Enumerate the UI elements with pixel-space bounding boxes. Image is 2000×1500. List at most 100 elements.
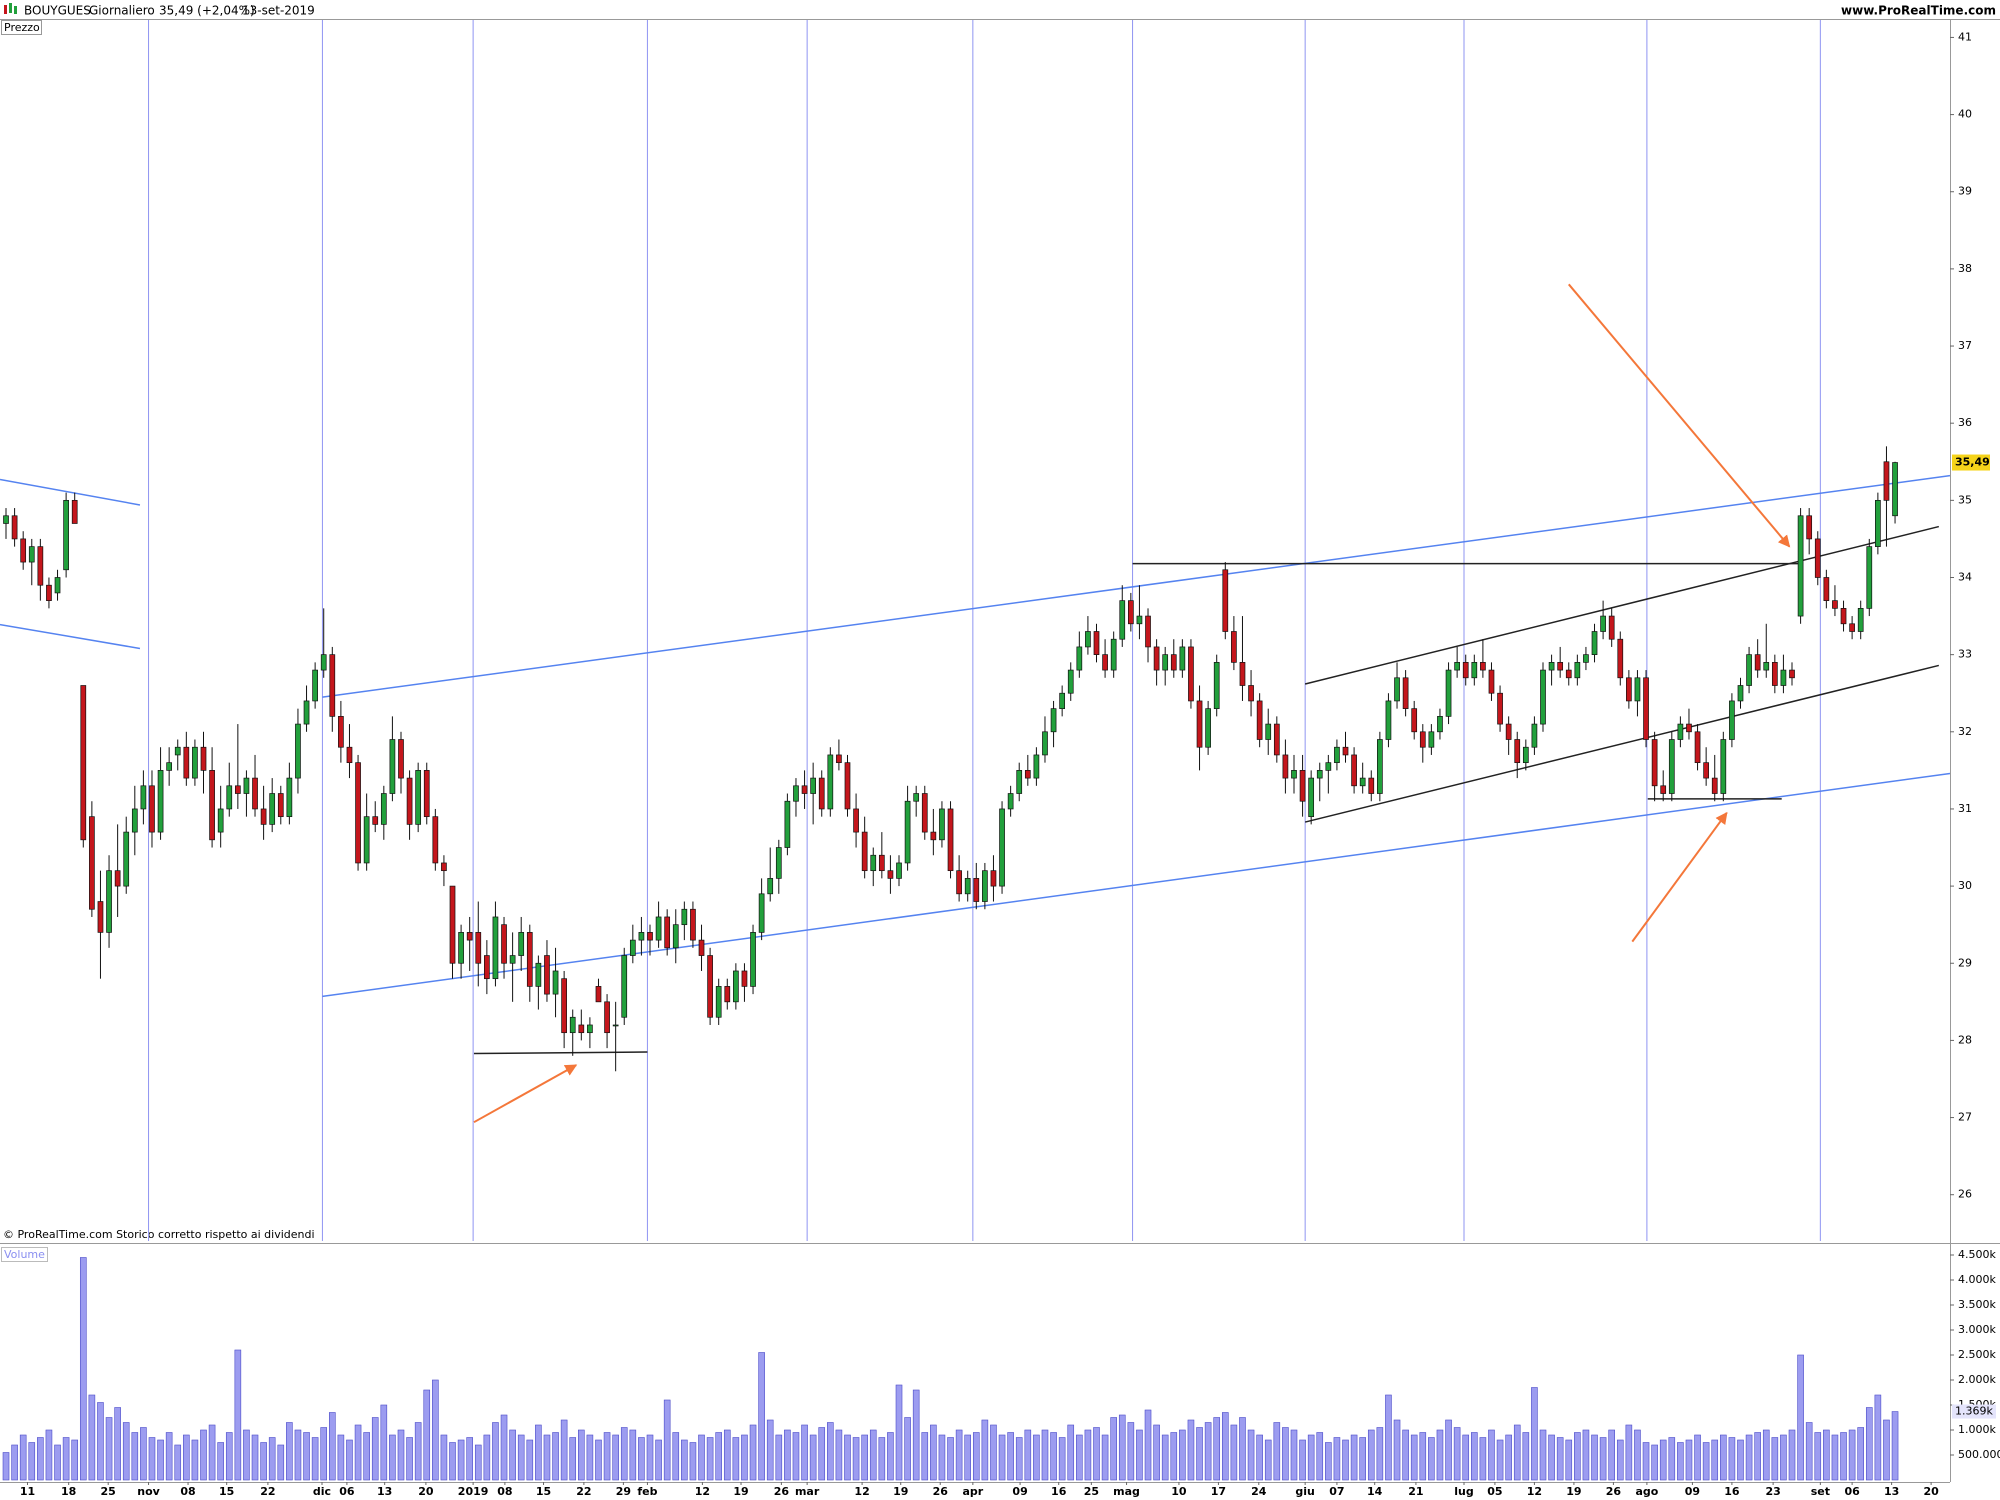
volume-bar	[1865, 1407, 1873, 1481]
volume-bar	[303, 1432, 310, 1481]
volume-bar	[28, 1442, 36, 1481]
volume-bar	[749, 1424, 757, 1481]
y-tick-label: 37	[1958, 339, 1972, 352]
x-tick-label: 15	[536, 1485, 551, 1498]
x-tick-label: mar	[795, 1485, 820, 1498]
volume-bar	[1694, 1434, 1701, 1481]
candle-body	[1059, 692, 1066, 710]
volume-bar	[1316, 1432, 1324, 1481]
volume-bar	[1874, 1394, 1882, 1481]
candle-body	[312, 669, 318, 702]
candle-body	[1093, 631, 1100, 655]
candle-body	[1720, 739, 1727, 794]
volume-bar	[114, 1407, 121, 1481]
candle-body	[389, 739, 396, 794]
candle-body	[106, 870, 112, 933]
volume-bar	[243, 1429, 250, 1481]
y-tick-label: 1.000k	[1958, 1423, 1996, 1436]
candle-body	[1608, 615, 1615, 640]
candle-body	[647, 932, 653, 941]
volume-bar	[912, 1389, 920, 1481]
volume-bar	[844, 1434, 851, 1481]
candle-body	[192, 746, 198, 779]
volume-bar	[827, 1422, 834, 1481]
volume-bar	[406, 1437, 413, 1481]
candle-body	[209, 770, 215, 841]
y-tick-label: 41	[1958, 30, 1972, 43]
candle-body	[1213, 662, 1220, 710]
candle-body	[1574, 662, 1581, 679]
candle-body	[818, 777, 825, 810]
volume-bar	[663, 1399, 671, 1481]
volume-bar	[88, 1394, 96, 1481]
y-tick-label: 33	[1958, 648, 1972, 661]
candle-body	[1626, 677, 1632, 702]
volume-bar	[1359, 1437, 1366, 1481]
x-tick-label: 15	[219, 1485, 234, 1498]
volume-bar	[1883, 1419, 1890, 1481]
candle-body	[1583, 654, 1589, 663]
candle-body	[664, 916, 671, 949]
candle-body	[1565, 669, 1572, 679]
candle-body	[346, 746, 353, 764]
quote: 35,49 (+2,04%)	[159, 4, 255, 18]
volume-bar	[629, 1429, 637, 1481]
volume-bar	[1093, 1427, 1100, 1481]
candle-body	[183, 746, 190, 779]
candle-body	[1634, 677, 1641, 702]
candle-body	[1067, 669, 1074, 694]
volume-bar	[1187, 1419, 1195, 1481]
x-tick-label: 12	[1527, 1485, 1542, 1498]
volume-bar	[1685, 1439, 1693, 1481]
volume-bar	[131, 1432, 139, 1481]
candle-body	[295, 723, 301, 779]
volume-bar	[646, 1434, 654, 1481]
candle-body	[1299, 770, 1306, 802]
volume-bar	[1239, 1417, 1246, 1481]
x-tick-label: set	[1811, 1485, 1830, 1498]
x-tick-label: nov	[137, 1485, 160, 1498]
volume-bar	[1659, 1439, 1667, 1481]
candle-body	[758, 893, 765, 933]
volume-bar	[1762, 1429, 1770, 1481]
volume-bar	[1505, 1434, 1512, 1481]
volume-bar	[1591, 1434, 1598, 1481]
volume-bar	[1780, 1434, 1787, 1481]
candle-body	[844, 762, 851, 810]
candle-body	[1643, 677, 1649, 740]
candle-body	[681, 908, 688, 926]
volume-bar	[1204, 1422, 1212, 1481]
candle-body	[71, 499, 78, 524]
candle-body	[1437, 716, 1443, 733]
volume-bar	[200, 1429, 207, 1481]
volume-bar	[792, 1432, 800, 1481]
volume-bar	[981, 1419, 989, 1481]
volume-bar	[1513, 1424, 1521, 1481]
volume-bar	[1136, 1429, 1143, 1481]
volume-bar	[148, 1437, 156, 1481]
volume-bar	[1805, 1422, 1813, 1481]
volume-bar	[1221, 1412, 1229, 1481]
x-tick-label: 26	[774, 1485, 790, 1498]
volume-bar	[1067, 1424, 1075, 1481]
volume-bar	[37, 1437, 44, 1481]
candle-body	[1522, 746, 1529, 764]
x-tick-label: 25	[1084, 1485, 1099, 1498]
volume-bar	[1161, 1434, 1169, 1481]
x-tick-label: 22	[260, 1485, 275, 1498]
candle-body	[1754, 654, 1761, 671]
volume-bar	[1282, 1427, 1289, 1481]
candle-body	[1024, 770, 1031, 779]
candle-body	[320, 654, 327, 671]
candle-body	[913, 793, 920, 802]
volume-bar	[1634, 1429, 1641, 1481]
volume-bar	[1831, 1434, 1839, 1481]
candle-body	[458, 932, 464, 964]
candle-body	[964, 878, 971, 895]
candle-body	[1196, 700, 1203, 748]
volume-bar	[1522, 1432, 1530, 1481]
candle-body	[1231, 631, 1237, 663]
candle-body	[1488, 669, 1495, 694]
volume-bar	[1410, 1434, 1418, 1481]
candle-body	[1617, 638, 1624, 679]
